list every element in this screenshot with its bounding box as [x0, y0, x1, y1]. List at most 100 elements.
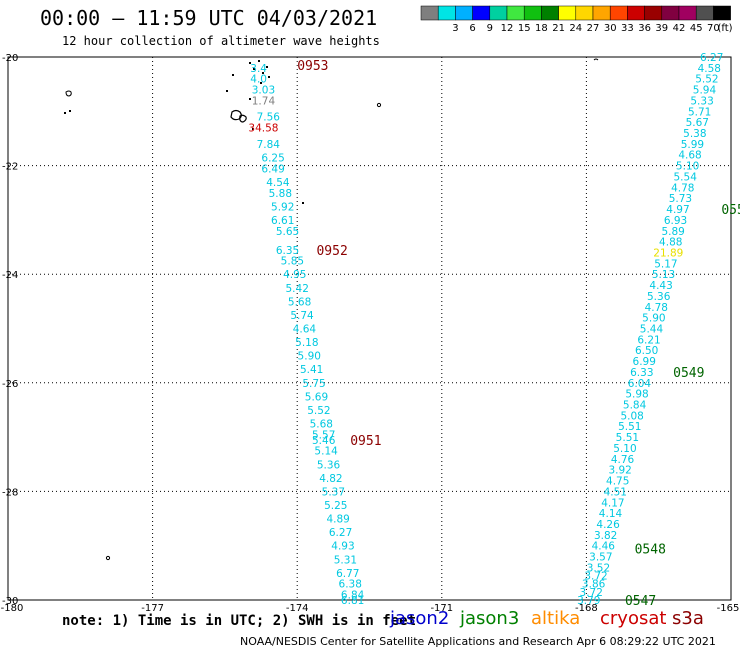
wave-height-point: 5.10 [613, 443, 636, 455]
wave-height-point: 5.37 [322, 486, 345, 498]
wave-height-point: 5.98 [625, 389, 648, 401]
wave-height-point: 6.33 [630, 367, 653, 379]
wave-height-point: 5.88 [269, 188, 292, 200]
legend-swatch [695, 5, 714, 21]
wave-height-point: 6.84 [341, 590, 365, 602]
wave-height-point: 5.75 [302, 378, 325, 390]
wave-height-point: 3.86 [582, 579, 606, 591]
legend-swatch [523, 5, 542, 21]
mission-altika: altika [531, 608, 581, 629]
wave-height-point: 6.25 [261, 152, 284, 164]
legend-label: 6 [469, 23, 475, 34]
wave-height-point: 5.67 [686, 117, 709, 129]
footer-credit: NOAA/NESDIS Center for Satellite Applica… [240, 635, 716, 648]
wave-height-point: 5.68 [310, 419, 333, 431]
island-outline [230, 109, 242, 121]
page-subtitle: 12 hour collection of altimeter wave hei… [62, 34, 380, 48]
wave-height-point: 5.41 [300, 364, 323, 376]
legend-swatch [541, 5, 559, 21]
pass-time-label: 0952 [316, 244, 347, 259]
wave-height-point: 5.42 [286, 283, 309, 295]
map-frame [7, 56, 732, 601]
wave-height-point: 6.77 [336, 568, 359, 580]
legend-label: 3 [452, 23, 458, 34]
wave-height-point: 5.08 [620, 410, 643, 422]
wave-height-point: 5.25 [324, 500, 347, 512]
legend-label: 24 [569, 23, 582, 34]
wave-height-point: 5.71 [688, 106, 711, 118]
pass-time-labels: 0953 0952 0951 0550 0549 0548 0547 [297, 59, 740, 609]
legend-swatch [644, 5, 663, 21]
wave-height-point: 4.75 [606, 476, 629, 488]
legend-swatch [489, 5, 508, 21]
y-tick-label: -24 [2, 270, 18, 281]
island-outline [593, 58, 599, 61]
wave-height-point: 4.54 [266, 177, 290, 189]
page-title: 00:00 – 11:59 UTC 04/03/2021 [40, 6, 378, 30]
wave-height-point: 5.57 [312, 429, 335, 441]
wave-height-point: 5.36 [317, 459, 341, 471]
island-outlines [64, 58, 599, 561]
wave-height-point: 6.21 [637, 334, 660, 346]
map-grid [7, 56, 732, 601]
legend-label: 30 [604, 23, 617, 34]
wave-height-point: 6.27 [329, 527, 352, 539]
wave-height-point: 4.51 [604, 486, 627, 498]
x-tick-label: -180 [1, 603, 24, 614]
wave-height-point: 4.78 [671, 182, 694, 194]
wave-height-point: 4.43 [649, 280, 672, 292]
legend-label: 21 [552, 23, 565, 34]
wave-height-point: 5.13 [652, 269, 675, 281]
wave-height-point: 4.93 [331, 541, 354, 553]
pass-time-label: 0548 [635, 542, 666, 557]
wave-height-point: 5.51 [618, 421, 641, 433]
wave-height-point: 4.14 [599, 508, 623, 520]
y-tick-label: -20 [2, 53, 18, 64]
wave-height-point: 4.68 [678, 150, 701, 162]
wave-height-point: 3.72 [584, 571, 607, 583]
wave-height-point: 4.17 [601, 497, 624, 509]
legend-swatch [713, 5, 731, 21]
wave-height-point: 3.92 [608, 465, 631, 477]
pass-time-label: 0953 [297, 59, 328, 74]
wave-height-point: 5.51 [616, 432, 639, 444]
wave-height-point: 4.64 [293, 324, 317, 336]
wave-height-point: 4.76 [611, 454, 635, 466]
y-tick-label: -30 [2, 596, 18, 607]
legend-label: 9 [487, 23, 493, 34]
legend-label: 27 [587, 23, 600, 34]
mission-jason3: jason3 [460, 608, 520, 629]
x-tick-label: -174 [286, 603, 309, 614]
wave-height-point: 5.73 [669, 193, 692, 205]
wave-height-point: 5.36 [647, 291, 671, 303]
wave-height-point: 6.61 [271, 215, 294, 227]
wave-height-point: 5.68 [288, 296, 311, 308]
wave-height-point: 4.58 [698, 63, 721, 75]
legend-label: 33 [621, 23, 634, 34]
wave-height-point: 3.82 [594, 530, 617, 542]
wave-height-point: 6.49 [261, 163, 284, 175]
wave-height-point: 34.58 [248, 123, 278, 135]
pass-time-label: 0549 [673, 366, 704, 381]
wave-height-point: 5.74 [290, 310, 314, 322]
wave-height-point: 4.82 [319, 473, 342, 485]
wave-height-point: 6.35 [276, 245, 299, 257]
legend-swatch [420, 5, 439, 21]
wave-height-point: 4.97 [666, 204, 689, 216]
wave-height-point: 5.69 [305, 391, 328, 403]
wave-height-point: 3.79 [577, 595, 600, 607]
wave-height-point: 6.81 [341, 595, 364, 607]
pass-time-label: 0547 [625, 594, 656, 609]
wave-height-point: 3.4 [250, 63, 267, 75]
wave-height-point: 5.31 [334, 554, 357, 566]
pass-time-label: 0550 [721, 203, 740, 218]
legend-label: 39 [655, 23, 668, 34]
wave-height-point: 5.99 [681, 139, 704, 151]
wave-height-point: 5.44 [640, 324, 664, 336]
wave-height-point: 6.27 [700, 52, 723, 64]
wave-height-point: 6.38 [339, 579, 362, 591]
legend-swatch [506, 5, 525, 21]
y-tick-label: -26 [2, 379, 18, 390]
wave-height-point: 5.92 [271, 201, 294, 213]
footer-note: note: 1) Time is in UTC; 2) SWH is in fe… [62, 613, 417, 629]
